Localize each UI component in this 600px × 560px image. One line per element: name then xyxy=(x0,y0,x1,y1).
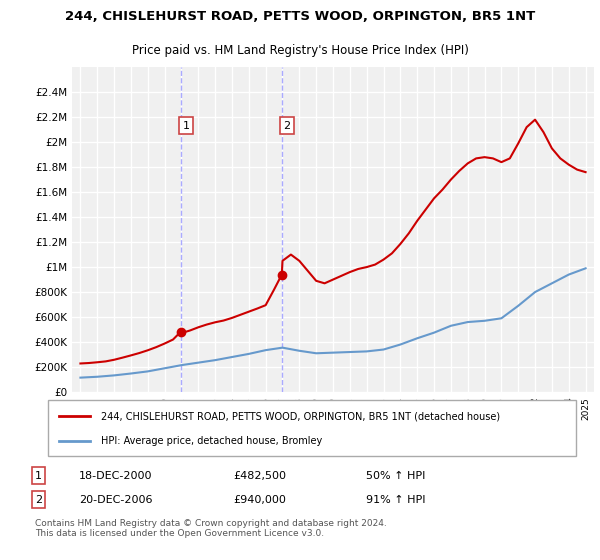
Text: Price paid vs. HM Land Registry's House Price Index (HPI): Price paid vs. HM Land Registry's House … xyxy=(131,44,469,57)
Text: 18-DEC-2000: 18-DEC-2000 xyxy=(79,470,152,480)
Text: Contains HM Land Registry data © Crown copyright and database right 2024.
This d: Contains HM Land Registry data © Crown c… xyxy=(35,519,387,538)
FancyBboxPatch shape xyxy=(48,400,576,456)
Text: 244, CHISLEHURST ROAD, PETTS WOOD, ORPINGTON, BR5 1NT: 244, CHISLEHURST ROAD, PETTS WOOD, ORPIN… xyxy=(65,10,535,23)
Text: HPI: Average price, detached house, Bromley: HPI: Average price, detached house, Brom… xyxy=(101,436,322,446)
Text: 91% ↑ HPI: 91% ↑ HPI xyxy=(366,495,426,505)
Text: 2: 2 xyxy=(283,120,290,130)
Text: 2: 2 xyxy=(35,495,42,505)
Text: £482,500: £482,500 xyxy=(234,470,287,480)
Text: 1: 1 xyxy=(35,470,42,480)
Text: 244, CHISLEHURST ROAD, PETTS WOOD, ORPINGTON, BR5 1NT (detached house): 244, CHISLEHURST ROAD, PETTS WOOD, ORPIN… xyxy=(101,411,500,421)
Text: £940,000: £940,000 xyxy=(234,495,287,505)
Text: 20-DEC-2006: 20-DEC-2006 xyxy=(79,495,152,505)
Text: 50% ↑ HPI: 50% ↑ HPI xyxy=(366,470,425,480)
Text: 1: 1 xyxy=(182,120,190,130)
